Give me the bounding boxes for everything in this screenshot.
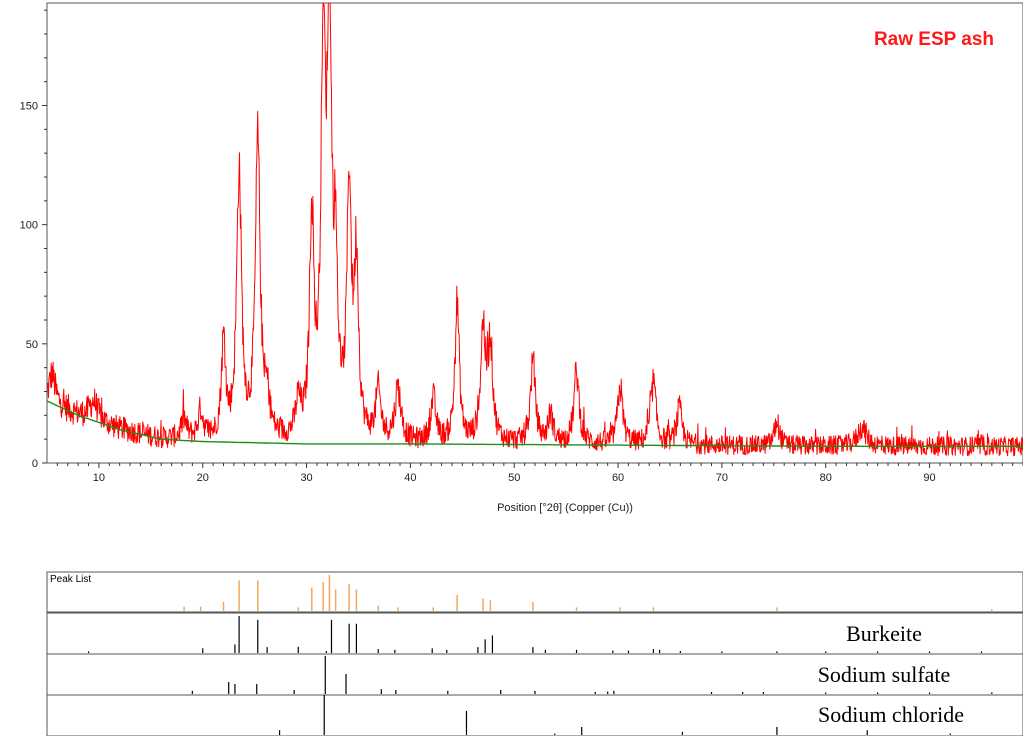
reference-frame-sodium-sulfate bbox=[46, 653, 1023, 696]
reference-label-sodium-chloride: Sodium chloride bbox=[818, 702, 964, 727]
reference-frame-sodium-chloride bbox=[46, 694, 1023, 736]
reference-panel-burkeite: Burkeite bbox=[46, 612, 1023, 655]
background-fit-line bbox=[46, 400, 1023, 447]
peak-list-label: Peak List bbox=[50, 574, 91, 585]
reference-panel-sodium-chloride: Sodium chloride bbox=[46, 694, 1023, 736]
x-tick-label: 20 bbox=[197, 472, 209, 484]
reference-lines-sodium-sulfate bbox=[191, 656, 993, 694]
x-axis-label: Position [°2θ] (Copper (Cu)) bbox=[497, 502, 633, 514]
x-tick-label: 50 bbox=[508, 472, 520, 484]
peak-list-frame bbox=[46, 571, 1023, 613]
y-tick-label: 0 bbox=[32, 458, 38, 470]
x-axis-ticks: 10 20 30 40 50 60 70 80 90 bbox=[56, 463, 1023, 484]
reference-panel-sodium-sulfate: Sodium sulfate bbox=[46, 653, 1023, 696]
chart-title: Raw ESP ash bbox=[874, 29, 994, 50]
main-plot: 10 20 30 40 50 60 70 80 90 0 50 100 150 Raw ESP ash… bbox=[20, 2, 1023, 514]
peak-list-lines bbox=[183, 575, 993, 611]
reference-frame-burkeite bbox=[46, 612, 1023, 655]
x-tick-label: 80 bbox=[820, 472, 832, 484]
x-tick-label: 40 bbox=[404, 472, 416, 484]
y-tick-label: 50 bbox=[26, 339, 38, 351]
y-tick-label: 150 bbox=[20, 100, 38, 112]
x-tick-label: 10 bbox=[93, 472, 105, 484]
y-tick-label: 100 bbox=[20, 220, 38, 232]
diffraction-pattern-line bbox=[46, 2, 1023, 457]
x-tick-label: 90 bbox=[923, 472, 935, 484]
plot-area-frame bbox=[46, 2, 1023, 464]
y-axis-ticks: 0 50 100 150 bbox=[20, 9, 47, 470]
x-tick-label: 60 bbox=[612, 472, 624, 484]
peak-list-panel: Peak List bbox=[46, 571, 1023, 613]
reference-label-burkeite: Burkeite bbox=[846, 621, 922, 646]
x-tick-label: 70 bbox=[716, 472, 728, 484]
reference-lines-sodium-chloride bbox=[278, 695, 951, 735]
reference-lines-burkeite bbox=[87, 615, 983, 653]
x-tick-label: 30 bbox=[300, 472, 312, 484]
reference-label-sodium-sulfate: Sodium sulfate bbox=[818, 662, 951, 687]
